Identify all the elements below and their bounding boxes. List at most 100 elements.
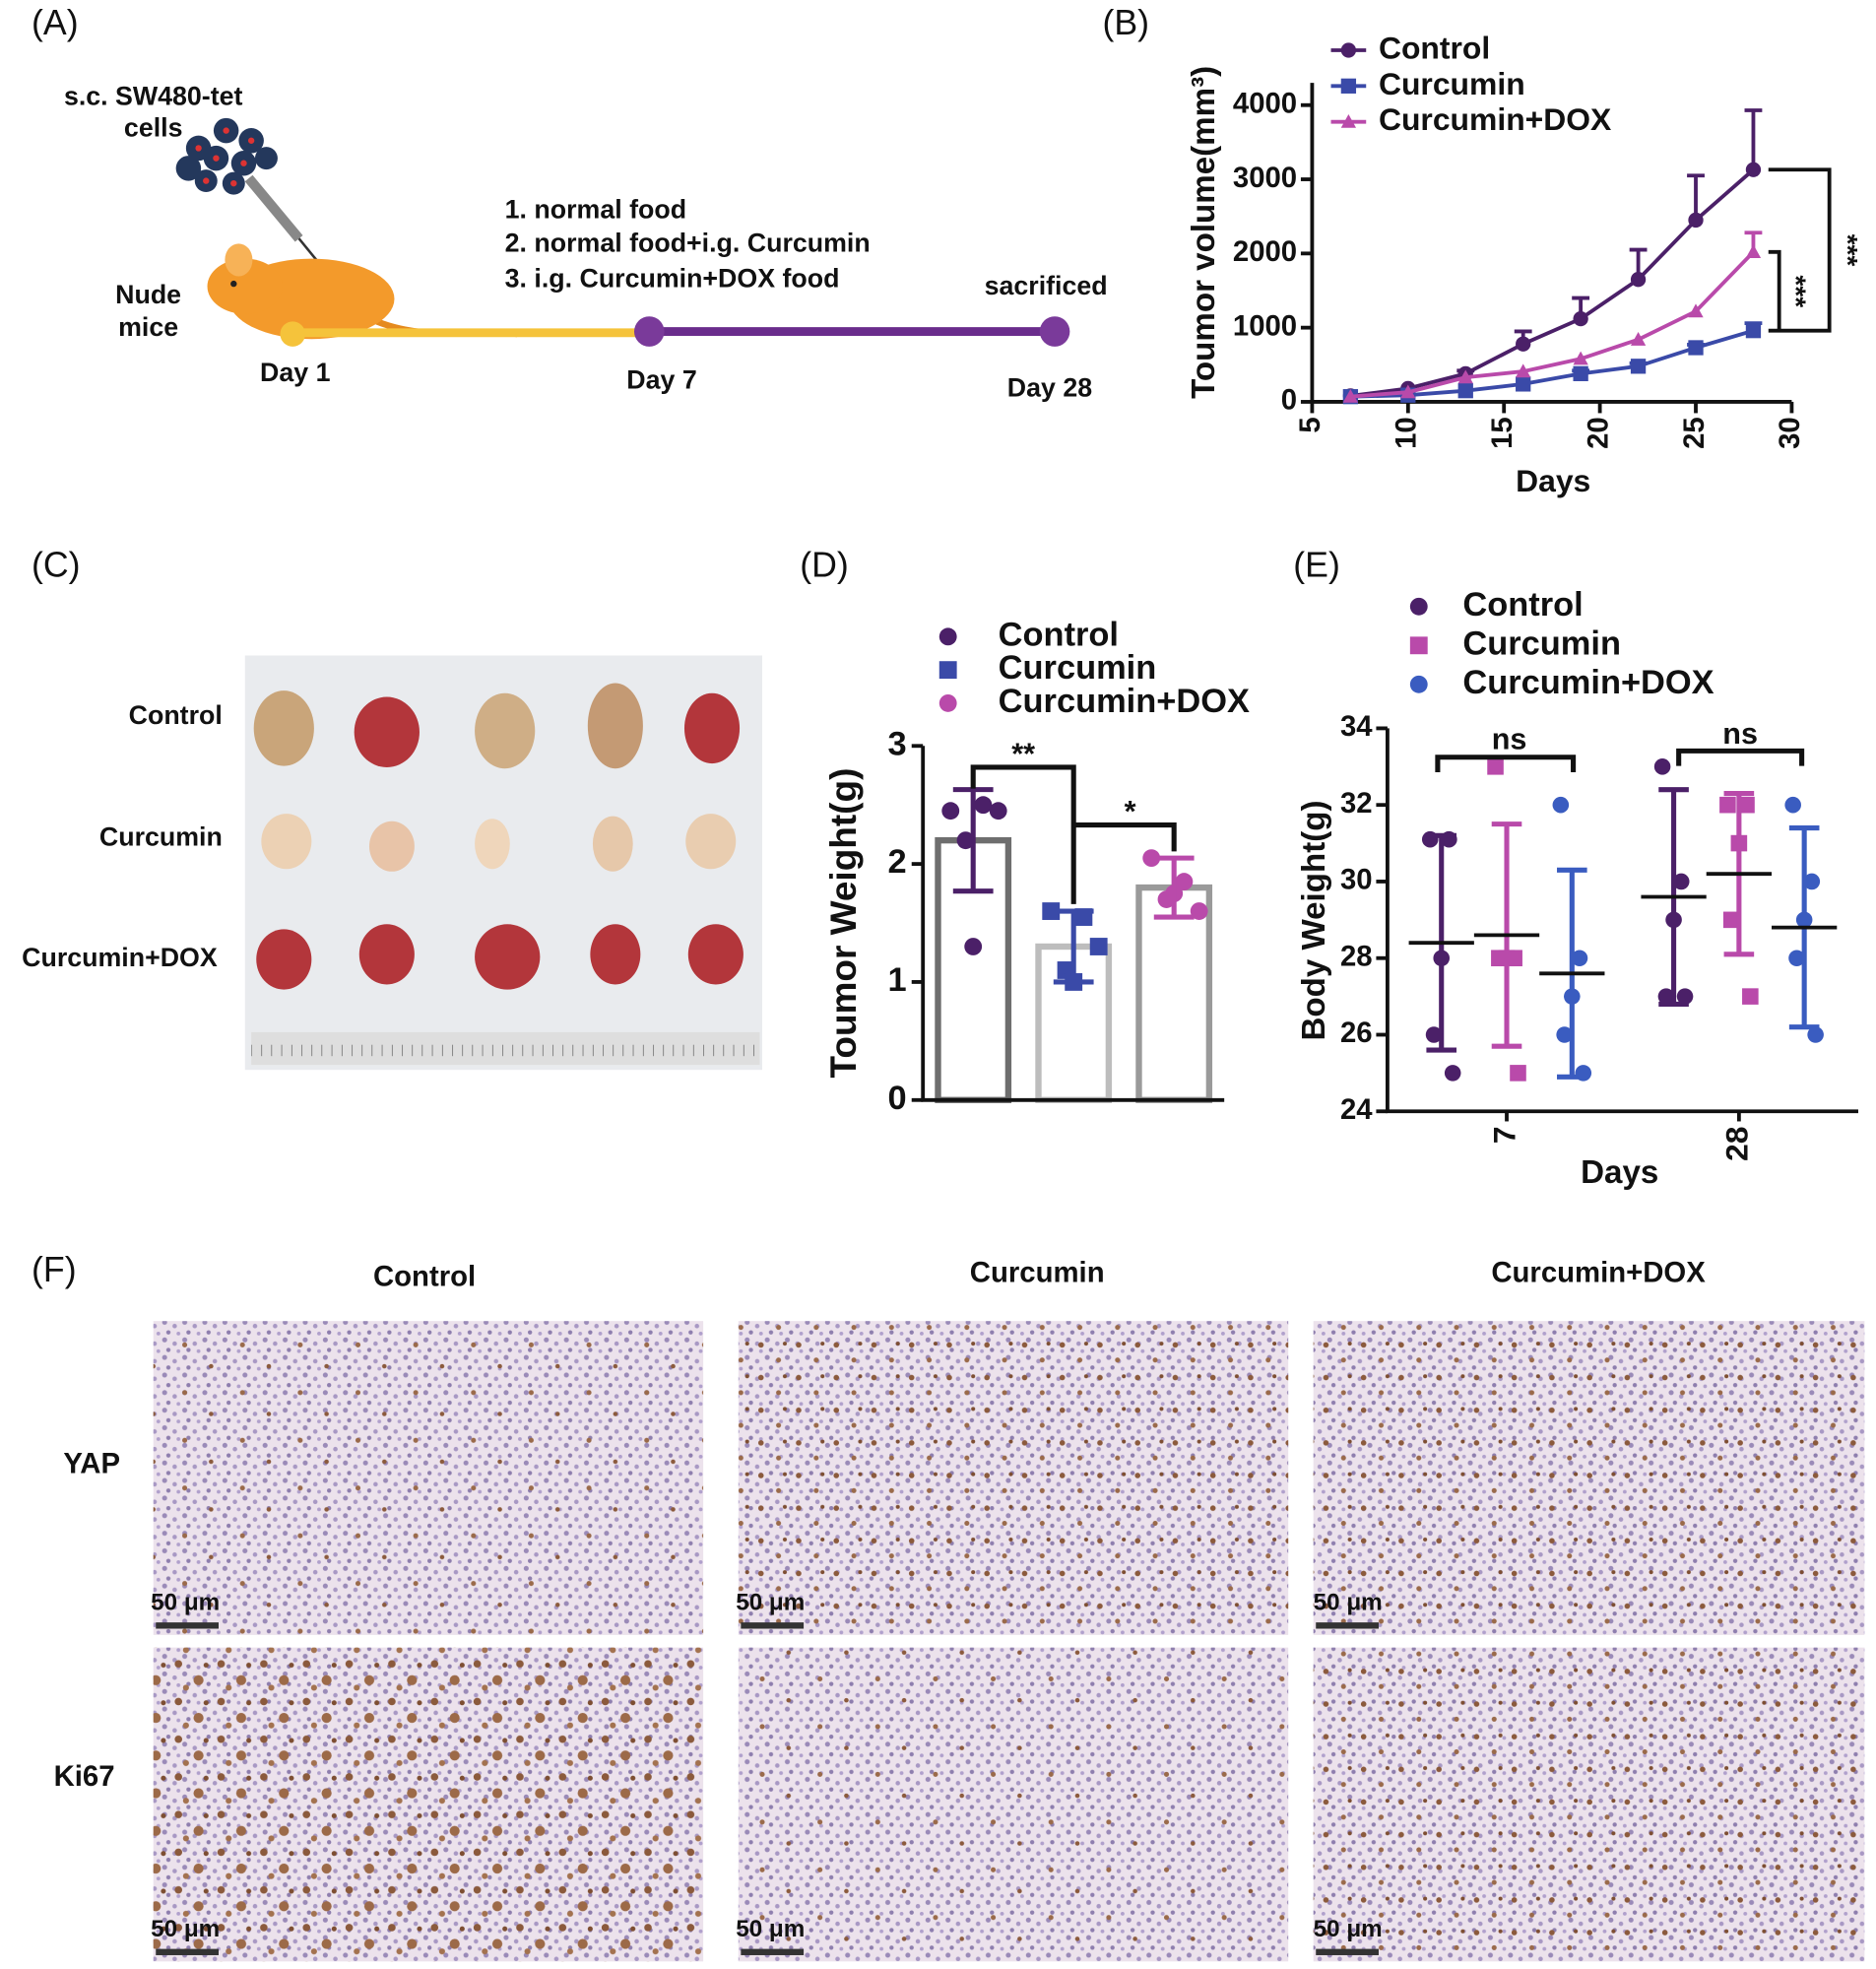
scale-bar <box>741 1622 805 1629</box>
legend-label: Control <box>1379 30 1490 65</box>
bracket <box>970 764 1076 904</box>
label: 3. i.g. Curcumin+DOX food <box>505 263 840 293</box>
series-line <box>1350 328 1754 399</box>
y-tick-label: 26 <box>1340 1017 1373 1049</box>
timepoint <box>633 316 665 347</box>
marker <box>1657 988 1675 1005</box>
marker <box>1409 597 1428 616</box>
timepoint <box>1039 316 1070 347</box>
marker <box>1573 351 1588 365</box>
row-label: Ki67 <box>54 1760 115 1793</box>
ihc-stain <box>1313 1647 1865 1962</box>
marker <box>956 831 975 850</box>
timepoint <box>280 321 305 347</box>
marker <box>1491 950 1508 967</box>
scale-label: 50 μm <box>151 1589 220 1615</box>
x-tick-label: 30 <box>1774 417 1806 449</box>
marker <box>1409 636 1428 655</box>
marker <box>1653 758 1671 775</box>
marker <box>1142 849 1161 868</box>
scale-label: 50 μm <box>736 1916 805 1942</box>
marker <box>1573 365 1588 381</box>
label: Day 7 <box>626 365 696 395</box>
panel-label: (B) <box>1103 3 1150 42</box>
scale-bar <box>741 1948 805 1955</box>
significance: *** <box>1781 275 1812 307</box>
marker <box>1516 336 1531 352</box>
cells-icon <box>175 117 278 195</box>
significance: * <box>1125 795 1136 828</box>
label: Day 28 <box>1007 372 1092 402</box>
panel-label: (A) <box>32 3 79 42</box>
marker <box>941 802 960 820</box>
column-label: Control <box>373 1261 476 1293</box>
y-tick-label: 34 <box>1340 710 1373 743</box>
marker <box>1516 363 1531 378</box>
marker <box>964 938 983 955</box>
marker <box>1552 796 1570 814</box>
x-tick-label: 5 <box>1294 417 1326 432</box>
marker <box>1340 42 1357 58</box>
marker <box>1342 389 1359 403</box>
label: cells <box>124 112 183 142</box>
marker <box>1175 873 1194 891</box>
y-axis-label: Toumor Weight(g) <box>823 768 864 1079</box>
y-tick-label: 32 <box>1340 787 1373 820</box>
scale-label: 50 μm <box>1314 1916 1383 1942</box>
ihc-stain <box>738 1647 1289 1962</box>
marker <box>1630 272 1647 288</box>
y-tick-label: 28 <box>1340 940 1373 972</box>
panel-label: (C) <box>32 546 81 585</box>
marker <box>1510 1065 1526 1082</box>
marker <box>1788 950 1805 967</box>
label: Nude <box>115 280 181 309</box>
scale-bar <box>1316 1948 1379 1955</box>
schematic: s.c. SW480-tet cells Nude mice Day 1 Day… <box>64 82 1108 403</box>
scale-label: 50 μm <box>736 1589 805 1615</box>
x-axis-label: Days <box>1581 1154 1658 1191</box>
scale-label: 50 μm <box>1314 1589 1383 1615</box>
marker <box>1630 359 1647 374</box>
series-line <box>1350 250 1755 399</box>
significance: ** <box>1011 738 1035 771</box>
marker <box>938 661 957 680</box>
x-tick-label: 7 <box>1486 1127 1521 1145</box>
legend-label: Control <box>1462 586 1583 624</box>
marker <box>1745 162 1762 177</box>
marker <box>1784 796 1801 814</box>
panel-label: (F) <box>32 1250 77 1289</box>
ihc-images <box>153 1321 1865 1962</box>
marker <box>1089 938 1108 955</box>
tumor-photo <box>244 655 763 1071</box>
marker <box>1340 114 1357 128</box>
marker <box>1556 1026 1573 1043</box>
ihc-stain <box>153 1321 704 1635</box>
syringe <box>244 174 303 242</box>
label: Day 1 <box>260 358 331 387</box>
column-label: Curcumin <box>970 1257 1105 1289</box>
panel-label: (D) <box>800 546 849 585</box>
ihc-stain <box>153 1647 704 1962</box>
marker <box>1400 384 1416 399</box>
scale-label: 50 μm <box>151 1916 220 1942</box>
legend-label: Curcumin <box>1379 66 1525 101</box>
error-bar <box>1744 108 1763 170</box>
y-tick-label: 2000 <box>1233 235 1297 268</box>
marker <box>1516 376 1531 392</box>
y-tick-label: 2 <box>887 843 906 881</box>
marker <box>1722 911 1740 929</box>
y-tick-label: 3000 <box>1233 162 1297 194</box>
marker <box>1487 758 1504 775</box>
marker <box>938 694 957 712</box>
marker <box>1444 1065 1461 1082</box>
marker <box>1688 303 1704 318</box>
marker <box>1745 323 1762 339</box>
legend-label: Curcumin+DOX <box>999 683 1250 720</box>
marker <box>1425 1026 1443 1043</box>
label: s.c. SW480-tet <box>64 82 243 111</box>
y-axis-label: Body Weight(g) <box>1296 800 1332 1040</box>
marker <box>989 802 1007 820</box>
label: 1. normal food <box>505 194 686 224</box>
marker <box>1409 675 1428 693</box>
y-tick-label: 1000 <box>1233 309 1297 342</box>
